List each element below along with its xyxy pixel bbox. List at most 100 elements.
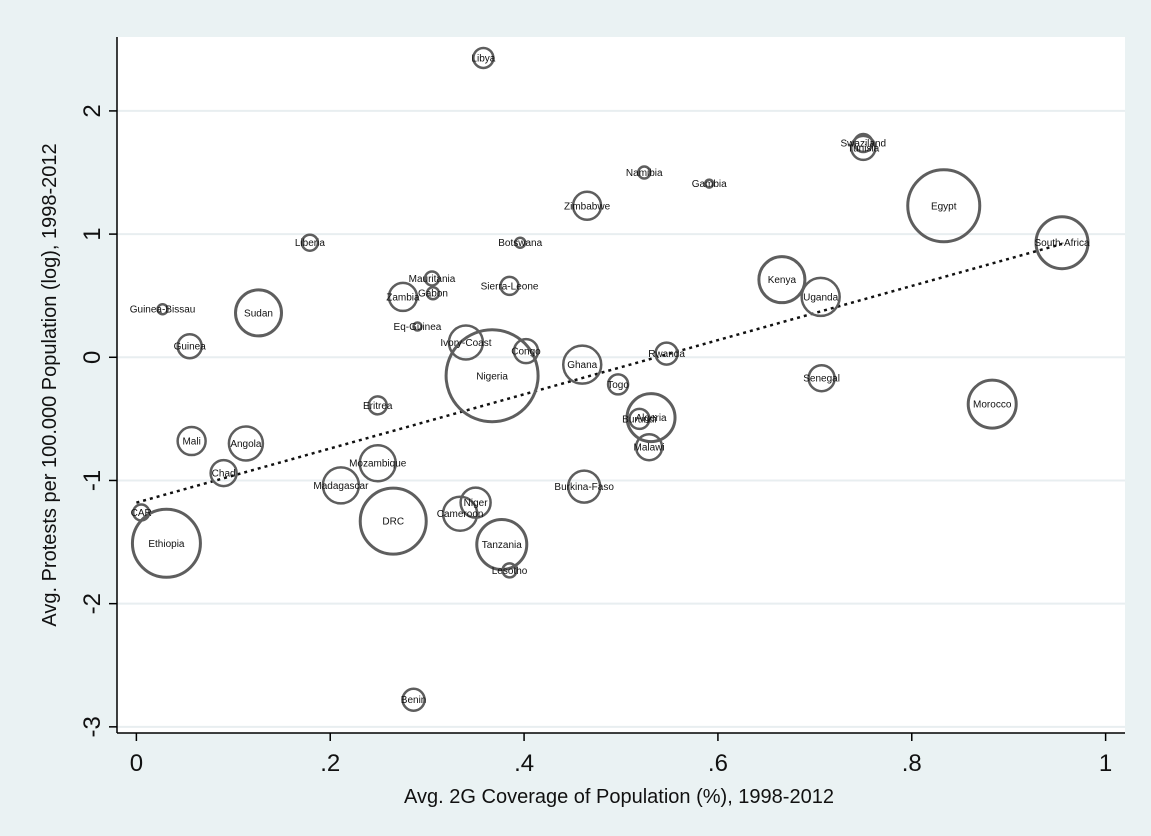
bubble: [401, 687, 426, 712]
y-tick-label: -3: [79, 716, 106, 737]
bubble-label: DRC: [382, 517, 404, 528]
bubble-label: Egypt: [931, 201, 957, 212]
bubble-label: Sudan: [244, 308, 273, 319]
bubble-label: Gambia: [692, 179, 727, 190]
bubble: [367, 395, 388, 416]
y-tick-label: 0: [79, 351, 106, 364]
bubble-label: South-Africa: [1034, 238, 1089, 249]
bubble: [800, 276, 841, 318]
bubble-label: Mauritania: [409, 274, 456, 285]
bubble: [425, 285, 441, 301]
bubbles: [130, 46, 1090, 712]
bubble-label: Malawi: [634, 443, 665, 454]
bubble-label: Chad: [212, 469, 236, 480]
x-ticks: 0 .2 .4 .6 .8 1: [130, 733, 1112, 777]
bubble: [209, 458, 238, 488]
bubble-label: Tanzania: [482, 540, 522, 551]
bubble-label: Algeria: [635, 413, 667, 424]
bubble: [566, 469, 602, 504]
bubble-label: Guinea: [174, 342, 207, 353]
bubble: [387, 281, 419, 313]
x-tick-label: .4: [514, 750, 534, 777]
y-tick-label: 1: [79, 227, 106, 240]
bubble: [358, 486, 428, 556]
y-axis-title: Avg. Protests per 100.000 Population (lo…: [39, 143, 61, 626]
bubble: [412, 321, 423, 332]
bubble-label: Kenya: [768, 275, 797, 286]
bubble: [853, 132, 874, 154]
bubble-label: CAR: [131, 508, 152, 519]
bubble-label: Niger: [464, 498, 489, 509]
bubble-label: Eritrea: [363, 401, 393, 412]
bubble-label: Uganda: [803, 292, 838, 303]
y-ticks: -3 -2 -1 0 1 2: [79, 104, 117, 738]
bubble: [606, 373, 630, 396]
bubble: [321, 466, 361, 505]
bubble-label: Botswana: [498, 238, 542, 249]
plot-area: [117, 37, 1125, 733]
bubble-label: Namibia: [626, 168, 663, 179]
bubble-label: Morocco: [973, 400, 1012, 411]
bubble-label: Liberia: [295, 238, 325, 249]
bubble: [176, 425, 207, 457]
bubble: [501, 562, 518, 579]
x-axis-title: Avg. 2G Coverage of Population (%), 1998…: [404, 786, 834, 808]
bubble: [234, 288, 284, 338]
bubble-label: Angola: [230, 439, 262, 450]
bubble: [1034, 215, 1090, 271]
bubble-label: Burundi: [622, 414, 656, 425]
bubble-label: Tunisia: [847, 143, 879, 154]
bubble-label: Zambia: [386, 292, 420, 303]
bubble: [472, 46, 495, 70]
x-tick-label: 0: [130, 750, 143, 777]
bubble: [156, 302, 169, 316]
y-tick-label: -1: [79, 470, 106, 491]
bubble: [423, 270, 441, 287]
bubble: [561, 344, 603, 385]
bubble-label: Ghana: [567, 360, 597, 371]
bubble: [176, 332, 203, 360]
bubble: [358, 443, 397, 483]
bubble: [512, 337, 540, 365]
bubble-label: Congo: [511, 347, 541, 358]
x-tick-label: .8: [902, 750, 922, 777]
bubble-label: Eq-Guinea: [394, 322, 442, 333]
bubble-label: Benin: [401, 695, 427, 706]
bubble-label: Mozambique: [349, 459, 407, 470]
bubble-label: Burkina-Faso: [554, 482, 614, 493]
bubble: [654, 341, 679, 366]
bubble: [757, 255, 807, 305]
bubble-label: Mali: [182, 437, 200, 448]
bubble-label: Libya: [471, 53, 495, 64]
fit-line: [136, 242, 1063, 504]
bubble: [444, 328, 540, 424]
bubble: [628, 407, 651, 431]
bubble-label: Ethiopia: [148, 539, 185, 550]
bubble: [499, 275, 520, 297]
y-tick-label: 2: [79, 104, 106, 117]
bubble: [571, 190, 603, 222]
bubble-label: Madagascar: [313, 481, 369, 492]
bubble: [227, 425, 265, 462]
fit-line-group: [136, 242, 1063, 504]
bubble: [634, 432, 664, 462]
bubble-label: Gabon: [418, 289, 448, 300]
bubble: [637, 165, 652, 180]
bubble-label: Nigeria: [476, 371, 508, 382]
bubble: [850, 134, 877, 162]
bubble-label: Sierra-Leone: [481, 281, 539, 292]
x-tick-label: 1: [1099, 750, 1112, 777]
bubble-label: Zimbabwe: [564, 201, 611, 212]
bubble-label: Lesotho: [492, 566, 528, 577]
bubble-label: Togo: [607, 380, 629, 391]
bubble: [447, 324, 485, 361]
bubble: [441, 495, 479, 532]
gridlines: [117, 109, 1125, 728]
bubble-label: Guinea-Bissau: [130, 305, 196, 316]
x-tick-label: .2: [320, 750, 340, 777]
bubble-label: Rwanda: [648, 349, 685, 360]
bubble-label: Ivory-Coast: [440, 338, 491, 349]
